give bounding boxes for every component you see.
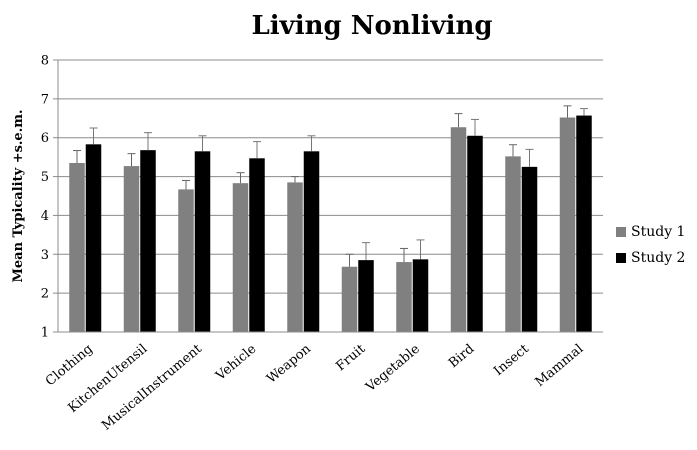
y-tick-label: 1 [41, 326, 49, 341]
y-tick-label: 5 [41, 170, 49, 185]
category-label: Fruit [333, 341, 369, 374]
bar-2-fruit [358, 260, 374, 332]
category-label: Clothing [43, 342, 96, 390]
axes [53, 59, 603, 333]
category-label: MusicalInstrument [99, 341, 205, 434]
legend-label-2: Study 2 [631, 250, 685, 266]
bars [69, 105, 592, 333]
category-label: Vehicle [212, 341, 259, 384]
category-label: Bird [446, 342, 477, 372]
category-label: Mammal [533, 342, 587, 391]
bar-1-clothing [69, 162, 85, 332]
bar-1-kitchenutensil [123, 166, 140, 332]
bar-2-weapon [303, 151, 320, 332]
bar-1-mammal [559, 117, 576, 332]
y-axis-label: Mean Typicality +s.e.m. [11, 109, 26, 282]
legend-label-1: Study 1 [631, 224, 685, 240]
y-tick-label: 8 [41, 54, 49, 69]
y-tick-label: 4 [41, 209, 49, 224]
bar-1-musicalinstrument [178, 189, 194, 332]
bar-2-musicalinstrument [194, 151, 211, 332]
bar-2-bird [467, 135, 483, 332]
bar-1-vegetable [396, 262, 412, 332]
category-label: Insect [491, 341, 532, 379]
bar-2-insect [521, 166, 538, 332]
legend: Study 1 Study 2 [616, 224, 685, 266]
bar-1-insect [505, 156, 521, 332]
legend-swatch-2 [616, 253, 626, 263]
bar-1-weapon [287, 182, 303, 332]
category-label: Vegetable [363, 341, 423, 395]
legend-swatch-1 [616, 227, 626, 237]
gridlines [58, 59, 603, 294]
bar-2-mammal [576, 115, 592, 333]
bar-2-vegetable [412, 259, 429, 332]
y-tick-label: 3 [41, 248, 49, 263]
bar-2-vehicle [249, 158, 265, 332]
bar-2-clothing [85, 144, 102, 332]
y-tick-label: 7 [41, 92, 49, 107]
y-tick-label: 6 [41, 131, 49, 146]
bar-1-fruit [341, 266, 358, 332]
category-label: Weapon [264, 341, 314, 386]
y-tick-label: 2 [41, 287, 49, 302]
bar-1-bird [450, 127, 467, 332]
bar-2-kitchenutensil [140, 150, 156, 332]
bar-1-vehicle [232, 183, 249, 332]
chart-title: Living Nonliving [251, 11, 492, 41]
